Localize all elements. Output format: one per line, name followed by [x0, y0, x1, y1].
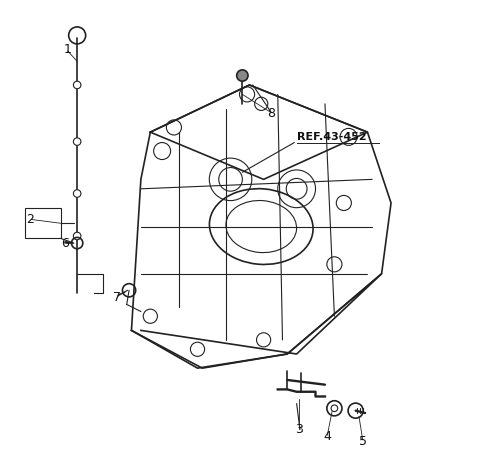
Circle shape	[73, 81, 81, 89]
Text: 1: 1	[64, 43, 72, 56]
Text: REF.43-452: REF.43-452	[297, 132, 366, 142]
Text: 6: 6	[61, 236, 69, 250]
Text: 7: 7	[113, 291, 121, 304]
Circle shape	[73, 190, 81, 197]
Circle shape	[73, 138, 81, 145]
Text: 5: 5	[359, 435, 367, 448]
Text: 3: 3	[295, 423, 303, 436]
Circle shape	[237, 70, 248, 81]
Circle shape	[73, 232, 81, 240]
Text: 4: 4	[324, 430, 331, 443]
Text: 8: 8	[267, 107, 275, 120]
Bar	[25, 208, 60, 238]
Text: 2: 2	[26, 213, 34, 226]
